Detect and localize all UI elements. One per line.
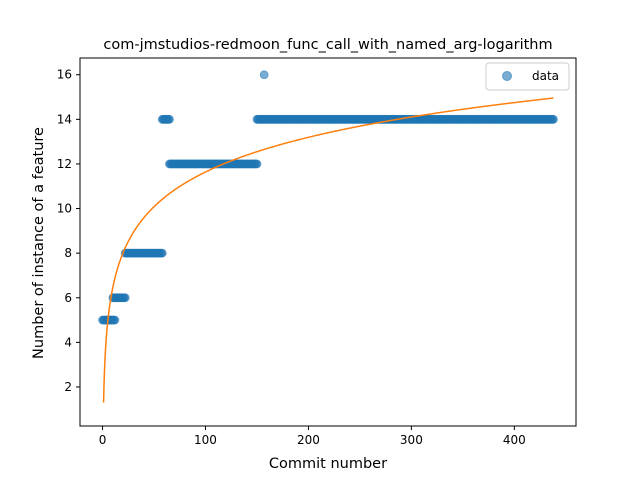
- legend-frame: [485, 62, 570, 91]
- x-tick-label: 0: [99, 433, 107, 447]
- x-tick-label: 200: [297, 433, 320, 447]
- y-tick-label: 12: [57, 157, 72, 171]
- x-axis: 0 100 200 300 400: [99, 426, 526, 447]
- fit-line: [102, 97, 554, 403]
- data-point: [165, 114, 174, 124]
- axes-frame: [79, 57, 577, 427]
- y-tick-label: 2: [64, 380, 72, 394]
- y-axis-label: Number of instance of a feature: [31, 127, 47, 359]
- legend-marker-data: [502, 71, 512, 81]
- scatter-series-data: [98, 70, 558, 325]
- x-axis-label: Commit number: [269, 456, 387, 472]
- chart-title: com-jmstudios-redmoon_func_call_with_nam…: [103, 37, 552, 53]
- x-tick-label: 400: [503, 433, 526, 447]
- y-tick-label: 14: [57, 112, 72, 126]
- y-axis: 2 4 6 8 10 12 14 16: [57, 68, 80, 394]
- data-point: [157, 248, 167, 258]
- y-tick-label: 16: [57, 68, 72, 82]
- x-tick-label: 300: [400, 433, 423, 447]
- data-point: [259, 70, 269, 80]
- data-point: [549, 114, 558, 124]
- data-point: [120, 293, 130, 303]
- y-tick-label: 8: [64, 246, 72, 260]
- legend-label-data: data: [532, 69, 559, 83]
- legend: data: [485, 62, 570, 91]
- plot-area: [79, 57, 577, 427]
- data-point: [110, 315, 120, 325]
- x-tick-label: 100: [194, 433, 217, 447]
- data-point: [252, 159, 262, 169]
- y-tick-label: 6: [64, 291, 72, 305]
- y-tick-label: 4: [64, 335, 72, 349]
- y-tick-label: 10: [57, 202, 72, 216]
